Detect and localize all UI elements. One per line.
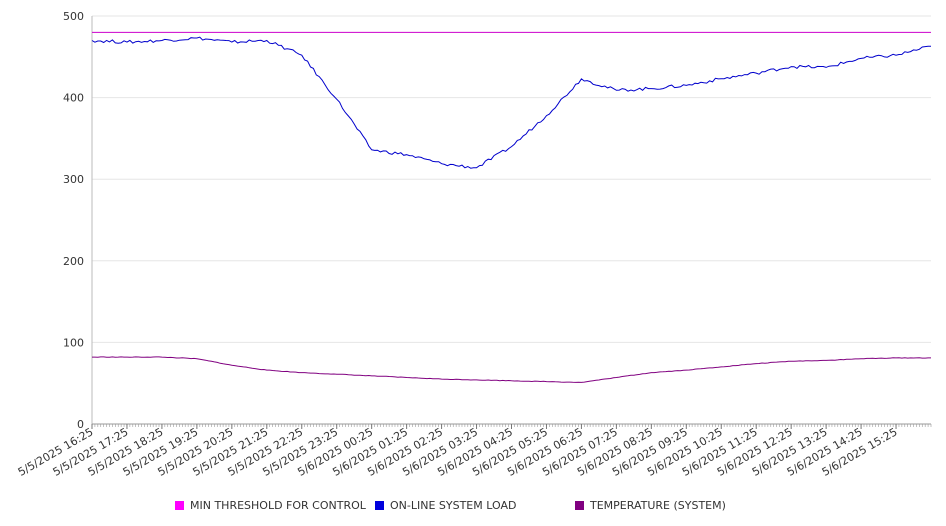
legend-swatch-load: [375, 500, 384, 510]
legend-item-threshold: MIN THRESHOLD FOR CONTROL: [175, 498, 366, 512]
grid-lines: [92, 15, 931, 343]
series-lines: [91, 31, 932, 383]
y-tick-label: 200: [63, 255, 84, 268]
legend-swatch-threshold: [175, 500, 184, 510]
x-axis: 5/5/2025 16:255/5/2025 17:255/5/2025 18:…: [16, 423, 932, 479]
series-line: [91, 36, 932, 169]
y-tick-label: 0: [77, 418, 84, 431]
legend-label-threshold: MIN THRESHOLD FOR CONTROL: [190, 498, 366, 512]
legend-item-load: ON-LINE SYSTEM LOAD: [375, 498, 516, 512]
legend-item-temperature: TEMPERATURE (SYSTEM): [575, 498, 726, 512]
series-line: [92, 356, 932, 383]
legend-label-load: ON-LINE SYSTEM LOAD: [390, 498, 517, 512]
legend-label-temperature: TEMPERATURE (SYSTEM): [590, 498, 726, 512]
y-tick-label: 500: [63, 10, 84, 23]
y-axis: 0 100 200 300 400 500: [63, 10, 93, 431]
y-tick-label: 300: [63, 173, 84, 186]
y-tick-label: 400: [63, 92, 84, 105]
y-tick-label: 100: [63, 336, 84, 349]
legend-swatch-temperature: [575, 500, 584, 510]
